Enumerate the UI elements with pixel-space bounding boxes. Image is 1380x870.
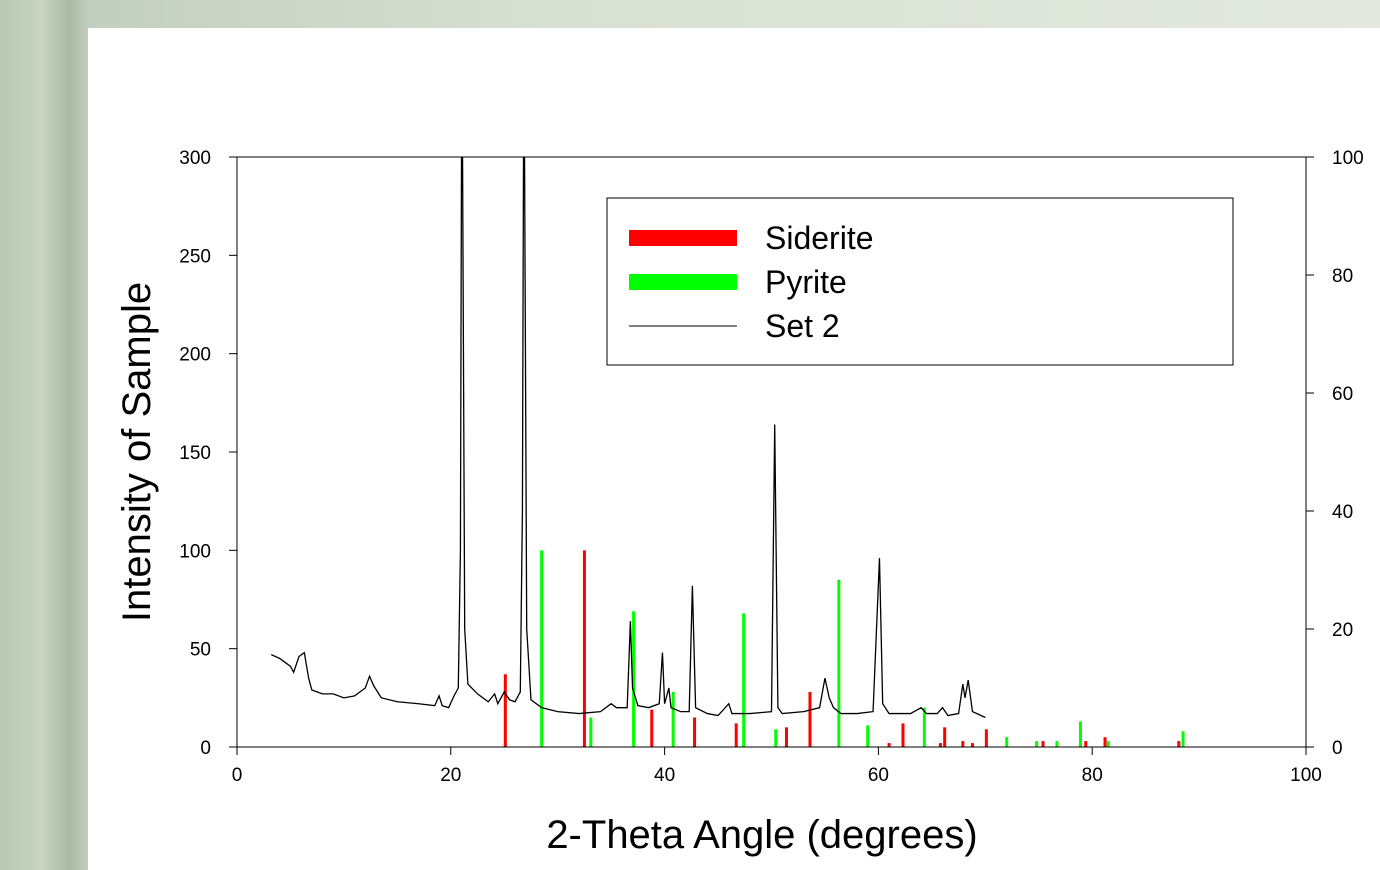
stick [1078,721,1082,747]
y-tick-label: 200 [179,345,211,366]
stick [784,727,788,747]
stick [503,674,507,747]
y2-tick-label: 100 [1332,148,1364,169]
legend-label: Siderite [765,220,874,256]
stick [742,613,746,747]
stick [1041,741,1045,747]
y2-tick-label: 60 [1332,384,1353,405]
legend-label: Set 2 [765,308,840,344]
stick [866,725,870,747]
x-tick-label: 40 [654,765,675,786]
y-tick-label: 250 [179,246,211,267]
x-tick-label: 20 [440,765,461,786]
x-tick-label: 80 [1082,765,1103,786]
chart-panel [88,28,1380,870]
stick [970,743,974,747]
data-line [270,157,986,719]
stick [734,723,738,747]
stick [1084,741,1088,747]
legend-swatch [629,230,737,246]
stick [1005,737,1009,747]
stick [901,723,905,747]
stick [693,717,697,747]
stick [1035,741,1039,747]
legend-label: Pyrite [765,264,847,300]
stick [632,611,636,747]
stick [1103,737,1107,747]
y-tick-label: 300 [179,148,211,169]
y2-tick-label: 20 [1332,620,1353,641]
stick [961,741,965,747]
stick [1177,741,1181,747]
y-tick-label: 0 [200,738,211,759]
y2-tick-label: 40 [1332,502,1353,523]
y-tick-label: 150 [179,443,211,464]
x-tick-label: 100 [1290,765,1322,786]
legend-swatch [629,274,737,290]
x-tick-label: 60 [868,765,889,786]
stick [1106,741,1110,747]
stick [938,743,942,747]
stick [774,729,778,747]
stick [984,729,988,747]
stick [837,579,841,747]
stick [582,550,586,747]
stick [540,550,544,747]
stick [922,707,926,747]
y-axis-title: Intensity of Sample [115,282,159,622]
stick [1181,731,1185,747]
stick [943,727,947,747]
stick [650,709,654,747]
stick [887,743,891,747]
y-tick-label: 100 [179,541,211,562]
x-tick-label: 0 [232,765,243,786]
y2-tick-label: 80 [1332,266,1353,287]
stick [1055,741,1059,747]
x-axis-title: 2-Theta Angle (degrees) [546,813,977,857]
stick [671,691,675,747]
y2-tick-label: 0 [1332,738,1343,759]
stick [589,717,593,747]
y-tick-label: 50 [190,640,211,661]
stick [808,691,812,747]
